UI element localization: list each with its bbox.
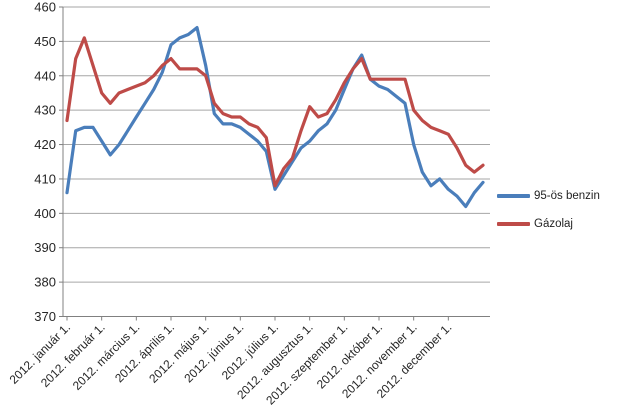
x-axis-label-0: 2012. január 1. <box>7 320 74 387</box>
gazolaj-line-swatch <box>497 222 530 226</box>
y-axis-label-420: 420 <box>34 137 56 152</box>
y-axis-label-450: 450 <box>34 34 56 49</box>
y-axis-label-460: 460 <box>34 0 56 15</box>
benzin-line-swatch <box>497 194 530 198</box>
y-axis-label-390: 390 <box>34 240 56 255</box>
y-axis-label-370: 370 <box>34 309 56 324</box>
y-axis-label-380: 380 <box>34 275 56 290</box>
y-axis-label-430: 430 <box>34 103 56 118</box>
series-line-benzin[interactable] <box>65 26 485 209</box>
y-axis-label-440: 440 <box>34 68 56 83</box>
y-axis-label-410: 410 <box>34 171 56 186</box>
y-axis-label-400: 400 <box>34 206 56 221</box>
series-line-gazolaj[interactable] <box>65 36 485 188</box>
legend-item-benzin[interactable]: 95-ös benzin <box>497 190 600 202</box>
chart-legend: 95-ös benzin Gázolaj <box>497 190 600 230</box>
legend-label-gazolaj: Gázolaj <box>534 218 573 230</box>
legend-item-gazolaj[interactable]: Gázolaj <box>497 218 600 230</box>
legend-label-benzin: 95-ös benzin <box>534 190 600 202</box>
